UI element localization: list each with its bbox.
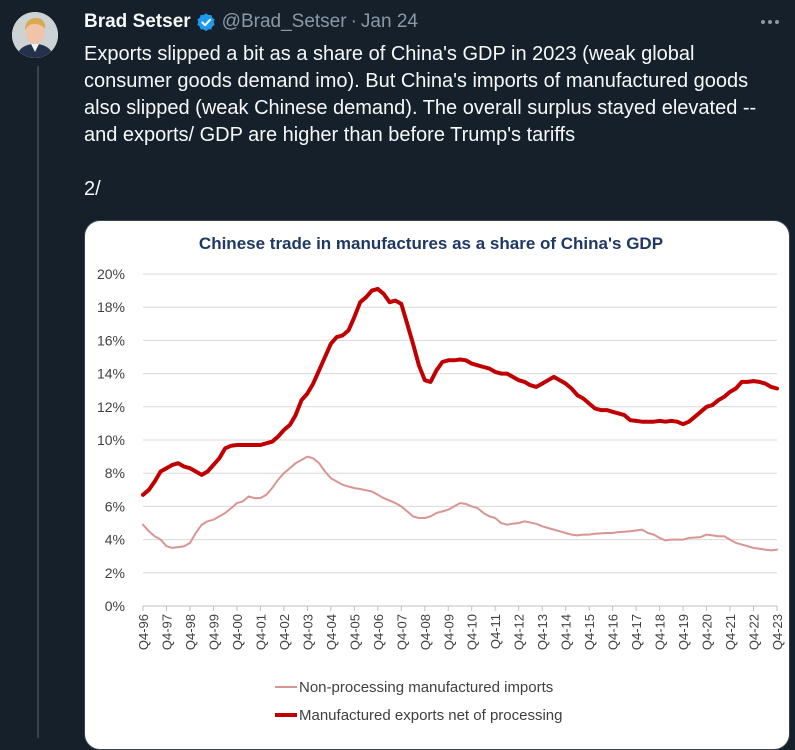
y-tick-label: 18% (97, 299, 125, 315)
x-tick-label: Q4-19 (676, 614, 691, 650)
x-tick-label: Q4-13 (535, 614, 550, 650)
chart-svg: Chinese trade in manufactures as a share… (97, 234, 785, 724)
x-tick-label: Q4-96 (136, 614, 151, 650)
legend-label-exports: Manufactured exports net of processing (299, 707, 562, 724)
y-tick-label: 6% (105, 498, 125, 514)
more-dots-icon[interactable] (757, 10, 783, 34)
x-axis-ticks: Q4-96 Q4-97 Q4-98 Q4-99 Q4-00 Q4-01 Q4-02 Q4-03… (136, 606, 785, 650)
verified-badge-icon[interactable] (195, 11, 217, 33)
x-tick-label: Q4-15 (582, 614, 597, 650)
x-tick-label: Q4-02 (277, 614, 292, 650)
x-tick-label: Q4-97 (159, 614, 174, 650)
y-tick-label: 12% (97, 399, 125, 415)
tweet-paragraph-2: 2/ (84, 178, 101, 200)
y-tick-label: 0% (105, 598, 125, 614)
legend-label-imports: Non-processing manufactured imports (299, 679, 553, 696)
x-tick-label: Q4-08 (418, 614, 433, 650)
x-tick-label: Q4-12 (512, 614, 527, 650)
series-line-exports (141, 286, 779, 497)
x-tick-label: Q4-16 (606, 614, 621, 650)
y-tick-label: 8% (105, 465, 125, 481)
x-tick-label: Q4-04 (324, 614, 339, 650)
x-tick-label: Q4-14 (559, 614, 574, 650)
x-tick-label: Q4-98 (183, 614, 198, 650)
x-tick-label: Q4-21 (723, 614, 738, 650)
tweet-text: Exports slipped a bit as a share of Chin… (84, 41, 774, 203)
y-tick-label: 20% (97, 266, 125, 282)
y-tick-label: 16% (97, 332, 125, 348)
thread-line (37, 66, 39, 738)
header-separator: · (350, 11, 357, 32)
chart-legend: Non-processing manufactured imports Manuf… (275, 679, 562, 724)
x-tick-label: Q4-01 (253, 614, 268, 650)
x-tick-label: Q4-09 (441, 614, 456, 650)
x-tick-label: Q4-07 (394, 614, 409, 650)
tweet-header: Brad Setser @Brad_Setser · Jan 24 (84, 10, 418, 34)
y-tick-label: 4% (105, 532, 125, 548)
x-tick-label: Q4-23 (770, 614, 785, 650)
x-tick-label: Q4-10 (465, 614, 480, 650)
chart-title: Chinese trade in manufactures as a share… (199, 234, 663, 253)
x-tick-label: Q4-03 (300, 614, 315, 650)
tweet-date[interactable]: Jan 24 (360, 11, 418, 32)
avatar[interactable] (12, 12, 58, 58)
y-tick-label: 2% (105, 565, 125, 581)
tweet-media-chart[interactable]: Chinese trade in manufactures as a share… (84, 220, 790, 750)
x-tick-label: Q4-06 (371, 614, 386, 650)
y-tick-label: 14% (97, 366, 125, 382)
author-name[interactable]: Brad Setser (84, 11, 191, 32)
x-tick-label: Q4-11 (488, 614, 503, 649)
tweet-paragraph-1: Exports slipped a bit as a share of Chin… (84, 43, 757, 146)
chart-lines (141, 286, 779, 552)
avatar-portrait (12, 12, 58, 58)
x-tick-label: Q4-18 (653, 614, 668, 650)
x-tick-label: Q4-00 (230, 614, 245, 650)
series-line-imports (142, 455, 778, 552)
author-handle[interactable]: @Brad_Setser (221, 11, 347, 32)
x-tick-label: Q4-05 (347, 614, 362, 650)
x-tick-label: Q4-99 (206, 614, 221, 650)
y-tick-label: 10% (97, 432, 125, 448)
x-tick-label: Q4-20 (700, 614, 715, 650)
y-axis-ticks: 0% 2% 4% 6% 8% 10% 12% 14% 16% 18% 20% (97, 266, 125, 614)
chart-grid (143, 273, 777, 607)
x-tick-label: Q4-22 (747, 614, 762, 650)
x-tick-label: Q4-17 (629, 614, 644, 650)
